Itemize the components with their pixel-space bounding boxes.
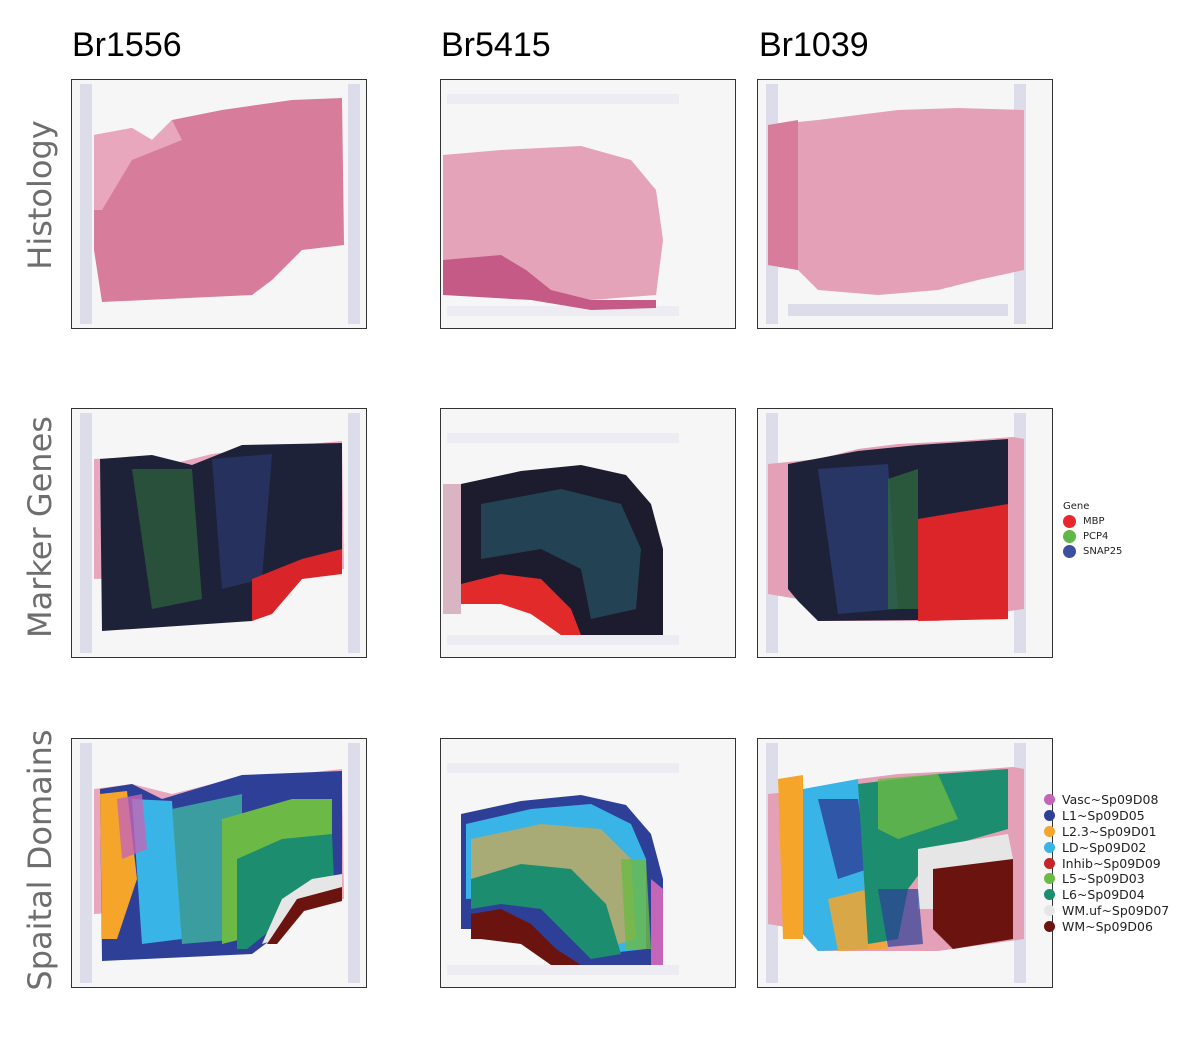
- gene-legend-swatch: [1063, 545, 1076, 558]
- gene-legend-swatch: [1063, 515, 1076, 528]
- domain-legend-label: WM~Sp09D06: [1062, 918, 1153, 934]
- domain-legend-label: Vasc~Sp09D08: [1062, 792, 1159, 808]
- domain-legend-swatch: [1044, 873, 1055, 885]
- spatial-domains-panel-br1556: [71, 738, 367, 988]
- domain-legend-swatch: [1044, 810, 1055, 822]
- column-title-br1556: Br1556: [72, 26, 182, 64]
- gene-legend-swatch: [1063, 530, 1076, 543]
- domain-legend-swatch: [1044, 825, 1055, 837]
- gene-legend: Gene MBP PCP4 SNAP25: [1063, 501, 1122, 559]
- histology-panel-br5415: [440, 79, 736, 329]
- domain-legend-item: L2.3~Sp09D01: [1044, 824, 1169, 840]
- domain-legend-label: Inhib~Sp09D09: [1062, 855, 1161, 871]
- gene-legend-label: MBP: [1083, 516, 1105, 527]
- row-label-spatial-domains: Spaital Domains: [21, 729, 59, 991]
- gene-legend-item: MBP: [1063, 514, 1122, 529]
- domain-legend-label: L2.3~Sp09D01: [1062, 823, 1157, 839]
- domain-legend-swatch: [1044, 794, 1055, 806]
- domain-legend-item: L1~Sp09D05: [1044, 808, 1169, 824]
- domain-legend-item: Vasc~Sp09D08: [1044, 792, 1169, 808]
- marker-genes-panel-br1039: [757, 408, 1053, 658]
- gene-legend-item: PCP4: [1063, 529, 1122, 544]
- domain-legend-item: Inhib~Sp09D09: [1044, 855, 1169, 871]
- marker-genes-panel-br1556: [71, 408, 367, 658]
- gene-legend-label: SNAP25: [1083, 546, 1123, 557]
- column-title-br5415: Br5415: [441, 26, 551, 64]
- domain-legend-label: LD~Sp09D02: [1062, 839, 1147, 855]
- domain-legend-swatch: [1044, 857, 1055, 869]
- domain-legend-item: L6~Sp09D04: [1044, 887, 1169, 903]
- domain-legend-swatch: [1044, 841, 1055, 853]
- gene-legend-label: PCP4: [1083, 531, 1109, 542]
- domain-legend-label: L5~Sp09D03: [1062, 871, 1145, 887]
- domain-legend-swatch: [1044, 920, 1055, 932]
- domain-legend-item: L5~Sp09D03: [1044, 871, 1169, 887]
- domain-legend-swatch: [1044, 889, 1055, 901]
- domain-legend-item: WM.uf~Sp09D07: [1044, 903, 1169, 919]
- domain-legend-label: L6~Sp09D04: [1062, 887, 1145, 903]
- domain-legend-swatch: [1044, 904, 1055, 916]
- domain-legend-item: WM~Sp09D06: [1044, 918, 1169, 934]
- spatial-domains-panel-br5415: [440, 738, 736, 988]
- spatial-domains-panel-br1039: [757, 738, 1053, 988]
- histology-panel-br1556: [71, 79, 367, 329]
- domain-legend: Vasc~Sp09D08 L1~Sp09D05 L2.3~Sp09D01 LD~…: [1044, 792, 1169, 934]
- domain-legend-label: WM.uf~Sp09D07: [1062, 902, 1170, 918]
- marker-genes-panel-br5415: [440, 408, 736, 658]
- domain-legend-label: L1~Sp09D05: [1062, 808, 1145, 824]
- domain-legend-item: LD~Sp09D02: [1044, 839, 1169, 855]
- row-label-histology: Histology: [21, 120, 59, 270]
- row-label-marker-genes: Marker Genes: [21, 416, 59, 638]
- column-title-br1039: Br1039: [759, 26, 869, 64]
- histology-panel-br1039: [757, 79, 1053, 329]
- gene-legend-item: SNAP25: [1063, 544, 1122, 559]
- gene-legend-title: Gene: [1063, 501, 1090, 512]
